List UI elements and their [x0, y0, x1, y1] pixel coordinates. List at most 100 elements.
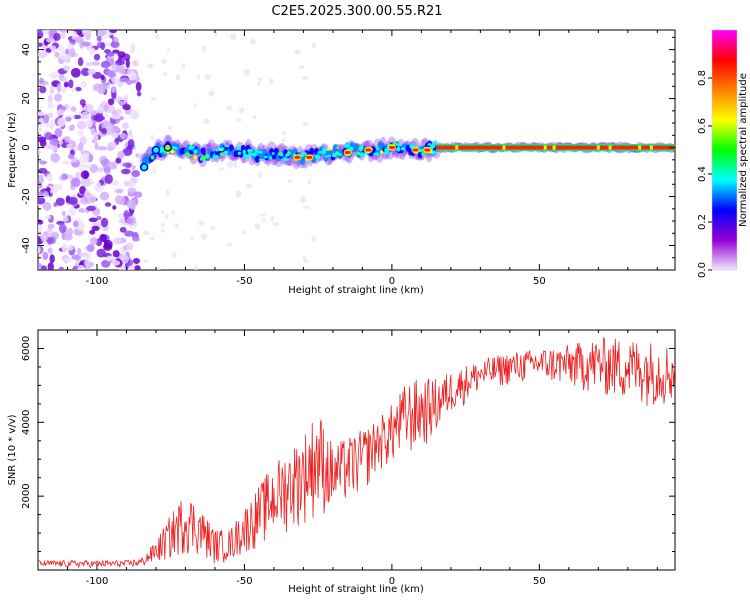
- noise-blob: [47, 112, 54, 119]
- noise-blob: [78, 208, 86, 213]
- track-highlight: [163, 143, 173, 152]
- track-knot: [596, 145, 600, 150]
- noise-blob: [149, 134, 154, 141]
- noise-blob: [58, 266, 65, 270]
- noise-blob: [135, 81, 142, 92]
- snr-xlabel: Height of straight line (km): [288, 584, 424, 595]
- track-highlight: [242, 149, 246, 155]
- noise-blob: [84, 257, 90, 268]
- noise-blob: [133, 191, 143, 198]
- track-peak-core: [306, 155, 313, 159]
- noise-blob: [204, 74, 211, 80]
- noise-blob: [87, 194, 97, 204]
- noise-blob: [161, 58, 167, 65]
- track-highlight: [148, 150, 152, 154]
- noise-blob: [71, 30, 78, 40]
- track-highlight: [375, 146, 380, 151]
- noise-blob: [178, 166, 182, 171]
- snr-panel: -100 -50 0 50 2000 4000 6000 Height of straigh…: [7, 329, 676, 595]
- track-highlight: [343, 143, 350, 148]
- noise-blob: [132, 60, 138, 67]
- noise-blob: [119, 265, 128, 270]
- noise-blob: [44, 131, 53, 141]
- noise-blob: [75, 36, 81, 43]
- noise-blob: [117, 150, 125, 159]
- noise-blob: [152, 167, 157, 175]
- noise-blob: [209, 226, 216, 230]
- noise-blob: [135, 153, 140, 158]
- noise-blob: [80, 170, 90, 179]
- track-highlight: [193, 149, 198, 154]
- track-highlight: [160, 146, 164, 151]
- spectrogram-ytick-label: 20: [21, 92, 32, 105]
- noise-blob: [189, 236, 195, 240]
- noise-blob: [39, 160, 48, 165]
- noise-blob: [307, 179, 311, 185]
- noise-blob: [53, 93, 62, 102]
- noise-blob: [104, 112, 109, 119]
- snr-xtick-label: -50: [236, 576, 252, 587]
- noise-blob: [100, 42, 106, 51]
- track-highlight: [258, 158, 264, 162]
- noise-blob: [79, 39, 85, 49]
- noise-blob: [78, 142, 84, 152]
- noise-blob: [112, 49, 120, 54]
- noise-blob: [61, 76, 68, 82]
- noise-blob: [119, 226, 127, 233]
- track-highlight: [432, 150, 437, 153]
- track-highlight: [269, 156, 273, 160]
- noise-blob: [201, 45, 207, 52]
- noise-blob: [123, 180, 131, 187]
- noise-blob: [208, 141, 213, 147]
- noise-blob: [80, 81, 87, 88]
- noise-blob: [38, 262, 42, 269]
- spectrogram-ytick-label: 0: [21, 144, 32, 150]
- noise-blob: [39, 85, 47, 94]
- noise-blob: [63, 65, 71, 72]
- track-highlight: [139, 162, 149, 172]
- track-highlight: [219, 152, 225, 157]
- colorbar-tick-label: 0.6: [697, 118, 708, 134]
- noise-blob: [78, 162, 84, 171]
- snr-xtick-label: 50: [533, 576, 546, 587]
- spectrogram-xtick-label: -100: [86, 276, 109, 287]
- track-highlight: [286, 151, 291, 155]
- noise-blob: [61, 173, 68, 180]
- track-highlight: [220, 147, 225, 151]
- track-peak-core: [412, 148, 419, 152]
- track-peak-core: [388, 146, 395, 150]
- noise-blob: [63, 257, 74, 263]
- noise-blob: [97, 85, 106, 95]
- noise-blob: [46, 227, 53, 236]
- track-highlight: [248, 152, 254, 156]
- track-highlight: [400, 147, 406, 151]
- noise-blob: [100, 60, 111, 69]
- noise-blob: [110, 260, 121, 266]
- noise-blob: [77, 57, 84, 67]
- noise-blob: [294, 49, 301, 55]
- noise-blob: [50, 153, 61, 163]
- noise-blob: [115, 59, 125, 66]
- snr-ytick-label: 6000: [21, 336, 32, 361]
- noise-blob: [161, 222, 165, 227]
- noise-blob: [38, 149, 41, 155]
- noise-blob: [249, 38, 257, 45]
- track-highlight: [214, 148, 221, 152]
- track-highlight: [336, 153, 343, 156]
- noise-blob: [147, 63, 154, 69]
- track-knot: [502, 145, 506, 150]
- noise-blob: [254, 223, 261, 230]
- noise-blob: [45, 37, 56, 43]
- noise-blob: [127, 139, 135, 149]
- noise-blob: [103, 166, 111, 174]
- noise-blob: [112, 250, 120, 258]
- track-highlight: [151, 145, 161, 155]
- noise-blob: [38, 117, 45, 126]
- spectrogram-xtick-label: 0: [389, 276, 395, 287]
- track-highlight: [421, 152, 426, 157]
- track-highlight: [277, 152, 283, 155]
- noise-blob: [123, 94, 128, 103]
- noise-blob: [53, 32, 61, 41]
- noise-blob: [38, 182, 43, 189]
- noise-blob: [172, 252, 177, 258]
